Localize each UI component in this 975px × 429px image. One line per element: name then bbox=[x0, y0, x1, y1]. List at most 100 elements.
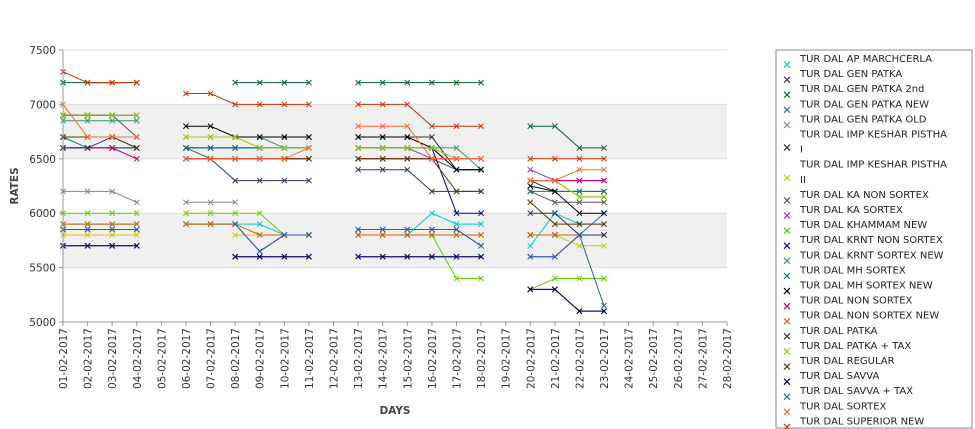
legend-marker bbox=[783, 332, 791, 340]
data-point bbox=[256, 134, 263, 140]
x-tick-label: 07-02-2017 bbox=[206, 328, 218, 389]
data-point bbox=[379, 134, 386, 140]
series-line bbox=[529, 201, 604, 225]
y-tick-label: 6500 bbox=[29, 154, 56, 166]
data-point bbox=[232, 79, 239, 86]
x-tick-label: 01-02-2017 bbox=[58, 328, 70, 389]
legend-label: TUR DAL SORTEX bbox=[799, 401, 887, 412]
data-point bbox=[453, 210, 460, 217]
series-group bbox=[60, 68, 607, 162]
y-tick-label: 7500 bbox=[29, 45, 56, 57]
legend-marker bbox=[783, 378, 791, 386]
data-point bbox=[256, 101, 263, 108]
data-point bbox=[84, 79, 91, 86]
data-point bbox=[551, 275, 558, 282]
series-line bbox=[530, 185, 604, 214]
series-line bbox=[186, 93, 309, 105]
series-line bbox=[530, 169, 604, 182]
data-point bbox=[478, 155, 485, 162]
data-point bbox=[207, 155, 214, 162]
axes bbox=[62, 50, 727, 323]
data-point bbox=[183, 134, 189, 140]
data-point bbox=[601, 232, 607, 238]
data-point bbox=[305, 253, 312, 260]
data-point bbox=[379, 232, 386, 238]
series-group bbox=[60, 242, 607, 315]
y-axis-title: RATES bbox=[9, 167, 21, 204]
data-point bbox=[109, 242, 116, 249]
data-point bbox=[84, 188, 91, 195]
data-point bbox=[576, 155, 583, 162]
legend-label: TUR DAL GEN PATKA bbox=[799, 69, 902, 80]
data-point bbox=[404, 101, 411, 108]
data-point bbox=[355, 226, 362, 233]
series-line bbox=[62, 71, 137, 84]
x-tick-label: 17-02-2017 bbox=[451, 328, 463, 389]
x-tick-label: 12-02-2017 bbox=[329, 328, 341, 389]
data-point bbox=[601, 155, 607, 162]
legend-marker bbox=[783, 227, 791, 235]
data-point bbox=[256, 253, 263, 260]
data-point bbox=[428, 226, 435, 233]
data-point bbox=[453, 166, 460, 173]
legend-label: TUR DAL PATKA bbox=[799, 326, 878, 337]
data-point bbox=[84, 117, 91, 124]
data-point bbox=[478, 210, 485, 217]
data-point bbox=[133, 199, 140, 206]
data-point bbox=[576, 177, 583, 184]
data-point bbox=[305, 232, 312, 238]
legend-marker bbox=[783, 144, 791, 152]
plot-band bbox=[63, 50, 727, 105]
data-point bbox=[404, 253, 411, 260]
data-point bbox=[551, 286, 558, 293]
data-point bbox=[281, 101, 288, 108]
data-point bbox=[183, 144, 189, 151]
data-point bbox=[232, 221, 239, 228]
legend-marker bbox=[783, 91, 791, 99]
plot-background-bands bbox=[63, 50, 727, 322]
data-point bbox=[551, 221, 558, 228]
data-point bbox=[404, 226, 411, 233]
y-tick-label: 7000 bbox=[29, 99, 56, 111]
legend-marker bbox=[783, 257, 791, 265]
data-point bbox=[551, 177, 558, 184]
data-point bbox=[133, 134, 140, 140]
data-point bbox=[478, 253, 485, 260]
data-point bbox=[576, 232, 583, 238]
data-point bbox=[527, 199, 534, 206]
data-point bbox=[109, 226, 116, 233]
x-tick-label: 03-02-2017 bbox=[107, 328, 119, 389]
data-point bbox=[576, 308, 583, 315]
data-point bbox=[355, 134, 362, 140]
series-line bbox=[62, 104, 137, 138]
data-point bbox=[355, 101, 362, 108]
data-point bbox=[379, 166, 386, 173]
legend-marker bbox=[783, 272, 791, 280]
data-point bbox=[232, 134, 239, 140]
data-point bbox=[478, 275, 485, 282]
data-point bbox=[355, 253, 362, 260]
data-point bbox=[453, 144, 460, 151]
legend-label: TUR DAL SAVVA + TAX bbox=[799, 386, 913, 397]
data-point bbox=[355, 232, 362, 238]
data-point bbox=[84, 210, 91, 217]
data-point bbox=[207, 210, 214, 217]
data-point bbox=[183, 123, 189, 130]
series-group bbox=[60, 79, 607, 151]
data-point bbox=[478, 188, 485, 195]
data-point bbox=[109, 188, 116, 195]
data-point bbox=[601, 221, 607, 228]
data-point bbox=[305, 155, 312, 162]
series-line bbox=[186, 147, 310, 160]
data-point bbox=[428, 123, 435, 130]
data-point bbox=[601, 302, 607, 309]
data-point bbox=[404, 134, 411, 140]
data-point bbox=[256, 177, 263, 184]
data-point bbox=[281, 232, 288, 238]
series-layer bbox=[60, 68, 607, 315]
data-point bbox=[379, 253, 386, 260]
data-point bbox=[183, 155, 189, 162]
data-point bbox=[305, 177, 312, 184]
legend-marker bbox=[783, 317, 791, 325]
x-tick-label: 16-02-2017 bbox=[427, 328, 439, 389]
